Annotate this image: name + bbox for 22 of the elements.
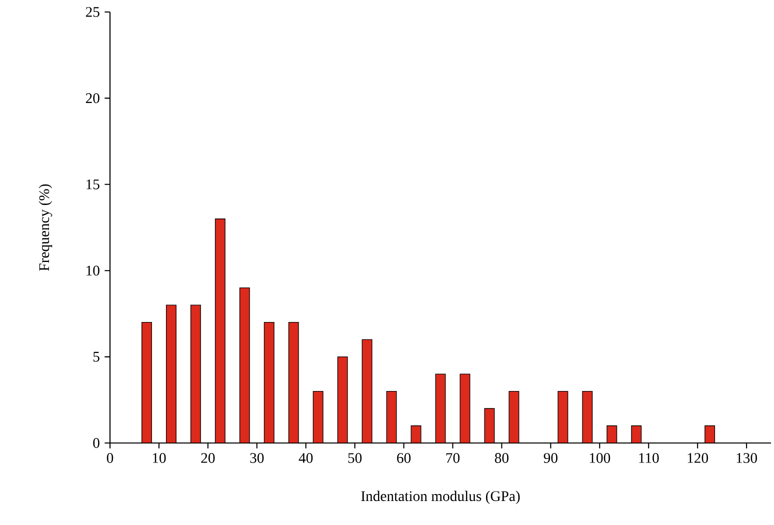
- x-tick-label: 80: [494, 453, 508, 463]
- y-tick-label: 25: [86, 7, 100, 17]
- x-tick-label: 90: [544, 453, 558, 463]
- y-tick-label: 20: [86, 93, 100, 104]
- x-tick-label: 40: [298, 453, 313, 463]
- y-axis-title: Frequency (%): [38, 184, 52, 271]
- x-tick-label: 120: [688, 453, 708, 463]
- x-tick-label: 110: [639, 453, 659, 463]
- x-tick-label: 60: [397, 453, 411, 463]
- x-tick-label: 20: [201, 453, 215, 463]
- x-tick-label: 100: [590, 453, 610, 463]
- y-tick-label: 10: [86, 266, 100, 276]
- x-tick-label: 70: [446, 453, 460, 463]
- x-axis-title: Indentation modulus (GPa): [361, 490, 520, 504]
- y-tick-label: 15: [86, 179, 100, 190]
- x-tick-label: 130: [736, 453, 757, 463]
- x-tick-label: 50: [348, 453, 362, 463]
- x-tick-label: 10: [152, 453, 166, 463]
- x-tick-label: 30: [250, 453, 264, 463]
- x-tick-label: 0: [106, 453, 114, 463]
- y-tick-label: 0: [93, 438, 100, 448]
- y-tick-label: 5: [93, 352, 100, 362]
